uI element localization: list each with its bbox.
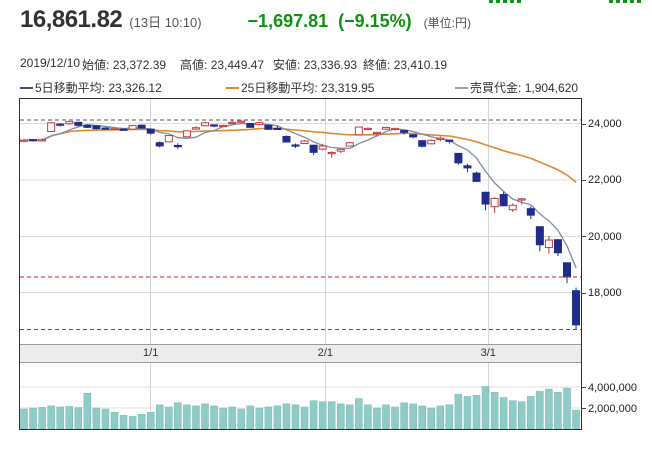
volume-value: 1,904,620 [524,81,579,95]
header-change-percent: (−9.15%) [338,11,412,31]
x-axis-tick-label: 3/1 [480,347,496,359]
open-label: 始値: [82,58,110,72]
y-axis-tick-label: 22,000 [581,174,622,187]
volume-swatch-icon [455,87,468,89]
y-axis-tick-label: 24,000 [581,118,622,131]
high-value: 高値: 23,449.47 [180,56,264,73]
ma25-line [23,127,577,183]
close-label: 終値: [363,58,391,72]
current-price: 16,861.82 [20,6,123,33]
ma5-value: 23,326.12 [108,81,162,95]
ma5-label: 5日移動平均: [35,81,106,95]
y-axis-tick-label: 20,000 [581,230,622,243]
low-value: 安値: 23,336.93 [273,56,357,73]
legend-volume: 売買代金: 1,904,620 [455,79,578,96]
header-change: −1,697.81 [247,11,329,31]
unit-label: (単位:円) [423,16,471,30]
x-axis-band: 1/1 2/1 3/1 [20,344,581,363]
ma25-swatch-icon [226,87,239,89]
close-value: 終値: 23,410.19 [363,56,447,73]
volume-label: 売買代金: [470,81,522,95]
chart-frame: 1/1 2/1 3/1 [19,98,582,430]
clipped-link-fragment [609,0,643,3]
low-number: 23,336.93 [303,58,358,72]
high-label: 高値: [180,58,208,72]
x-axis-tick-label: 1/1 [143,347,159,359]
x-axis-tick-label: 2/1 [317,347,334,359]
ma5-line [23,122,577,269]
ma5-swatch-icon [20,87,33,89]
quote-header: 16,861.82 (13日 10:10) −1,697.81 (−9.15%)… [20,6,471,34]
y-axis-tick-label: 18,000 [581,287,622,300]
open-value: 始値: 23,372.39 [82,56,166,73]
quote-date: 2019/12/10 [20,56,81,70]
clipped-link-fragment [489,0,521,3]
ma25-label: 25日移動平均: [241,81,318,95]
high-number: 23,449.47 [210,58,265,72]
close-number: 23,410.19 [393,58,448,72]
volume-axis-tick-label: 4,000,000 [581,381,637,394]
open-number: 23,372.39 [112,58,167,72]
volume-axis-tick-label: 2,000,000 [581,402,637,415]
low-label: 安値: [273,58,301,72]
legend-ma5: 5日移動平均: 23,326.12 [20,79,162,96]
quote-timestamp: (13日 10:10) [129,15,202,30]
legend-ma25: 25日移動平均: 23,319.95 [226,79,374,96]
candlestick-chart[interactable] [20,99,581,344]
ma25-value: 23,319.95 [321,81,375,95]
volume-chart[interactable] [20,363,581,429]
